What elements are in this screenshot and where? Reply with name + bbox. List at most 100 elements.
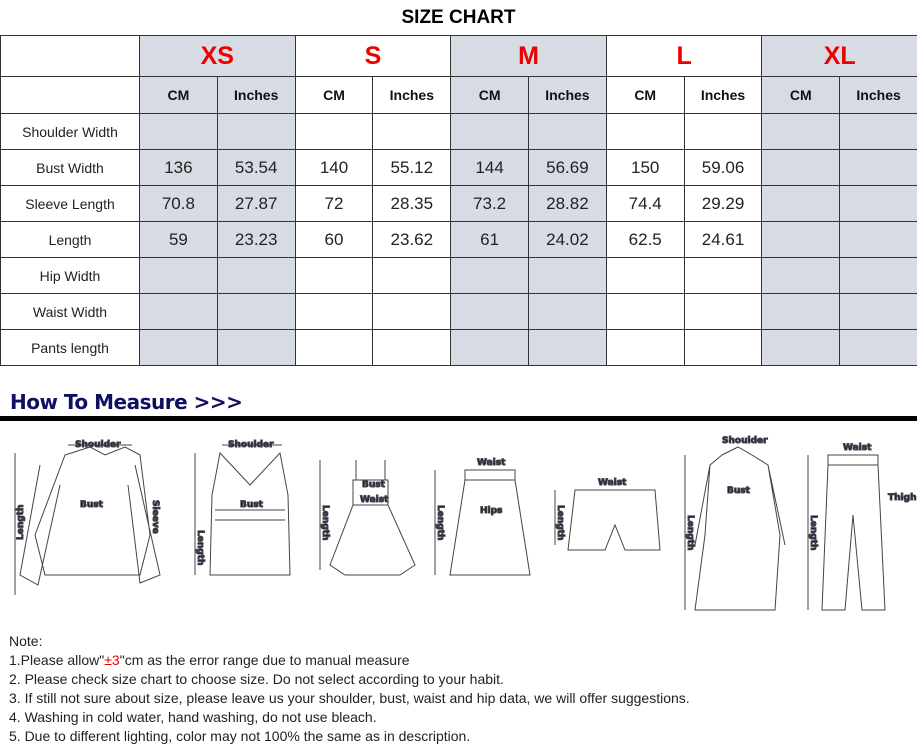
label-bust: Bust xyxy=(362,480,386,490)
value-cell xyxy=(761,149,841,186)
table-row: Bust Width 136 53.54 140 55.12 144 56.69 150 59.… xyxy=(0,149,917,186)
table-row: Shoulder Width xyxy=(0,113,917,150)
value-cell xyxy=(450,257,529,294)
dress-diagram: Bust Waist Length xyxy=(319,460,416,576)
table-row: Length 59 23.23 60 23.62 61 24.02 62.5 24.61 xyxy=(0,221,917,258)
value-cell: 24.02 xyxy=(528,221,607,258)
measurement-diagrams: Shoulder Bust Length Sleeve Shoulder Bus… xyxy=(14,436,917,611)
value-cell: 53.54 xyxy=(216,149,296,186)
value-cell xyxy=(839,113,917,150)
row-label: Bust Width xyxy=(0,149,140,186)
unit-header: CM xyxy=(294,76,374,114)
unit-header: Inches xyxy=(216,76,296,114)
row-label: Waist Width xyxy=(0,293,140,330)
table-row: Waist Width xyxy=(0,293,917,330)
divider xyxy=(0,416,917,421)
value-cell xyxy=(216,293,296,330)
value-cell xyxy=(450,293,529,330)
row-label: Length xyxy=(0,221,140,258)
value-cell xyxy=(839,257,917,294)
value-cell: 23.23 xyxy=(216,221,296,258)
unit-header: Inches xyxy=(528,76,607,114)
value-cell: 61 xyxy=(450,221,529,258)
value-cell xyxy=(839,185,917,222)
shorts-diagram: Waist Length xyxy=(554,478,661,551)
size-chart-title: SIZE CHART xyxy=(401,7,516,28)
note-2: 2. Please check size chart to choose siz… xyxy=(9,671,504,687)
value-cell: 27.87 xyxy=(216,185,296,222)
value-cell xyxy=(139,257,218,294)
value-cell: 73.2 xyxy=(450,185,529,222)
label-waist: Waist xyxy=(360,495,389,505)
label-length: Length xyxy=(555,505,565,540)
value-cell xyxy=(839,329,917,366)
value-cell xyxy=(294,113,374,150)
value-cell xyxy=(372,329,452,366)
value-cell xyxy=(528,257,607,294)
value-cell: 62.5 xyxy=(605,221,685,258)
corner-cell xyxy=(0,35,140,77)
value-cell xyxy=(528,113,607,150)
unit-header: Inches xyxy=(839,76,917,114)
size-header-xl: XL xyxy=(761,35,917,77)
label-length: Length xyxy=(808,515,818,550)
value-cell xyxy=(839,221,917,258)
value-cell: 56.69 xyxy=(528,149,607,186)
value-cell xyxy=(761,113,841,150)
label-shoulder: Shoulder xyxy=(75,440,121,450)
row-label: Shoulder Width xyxy=(0,113,140,150)
label-shoulder: Shoulder xyxy=(228,440,274,450)
note-1-text-end: "cm as the error range due to manual mea… xyxy=(119,652,410,668)
label-waist: Waist xyxy=(477,458,506,468)
unit-header: CM xyxy=(139,76,218,114)
label-waist: Waist xyxy=(843,443,872,453)
value-cell xyxy=(605,293,685,330)
size-header-l: L xyxy=(605,35,763,77)
value-cell xyxy=(139,113,218,150)
label-waist: Waist xyxy=(598,478,627,488)
value-cell: 70.8 xyxy=(139,185,218,222)
label-length: Length xyxy=(195,530,205,565)
row-label: Sleeve Length xyxy=(0,185,140,222)
value-cell xyxy=(528,329,607,366)
value-cell xyxy=(294,329,374,366)
how-to-measure-heading: How To Measure >>> xyxy=(10,390,243,414)
row-label: Hip Width xyxy=(0,257,140,294)
value-cell: 72 xyxy=(294,185,374,222)
label-bust: Bust xyxy=(727,486,751,496)
label-hips: Hips xyxy=(480,506,502,516)
notes: Note: 1.Please allow"±3"cm as the error … xyxy=(9,632,690,746)
value-cell xyxy=(372,293,452,330)
label-sleeve: Sleeve xyxy=(150,500,160,534)
value-cell xyxy=(372,113,452,150)
note-3: 3. If still not sure about size, please … xyxy=(9,690,690,706)
note-5: 5. Due to different lighting, color may … xyxy=(9,728,471,744)
value-cell xyxy=(761,293,841,330)
value-cell: 150 xyxy=(605,149,685,186)
value-cell xyxy=(683,293,763,330)
value-cell: 28.35 xyxy=(372,185,452,222)
label-length: Length xyxy=(16,505,26,540)
value-cell xyxy=(683,113,763,150)
value-cell xyxy=(294,257,374,294)
value-cell xyxy=(761,221,841,258)
value-cell: 55.12 xyxy=(372,149,452,186)
value-cell xyxy=(761,329,841,366)
label-bust: Bust xyxy=(80,500,104,510)
value-cell: 136 xyxy=(139,149,218,186)
row-label: Pants length xyxy=(0,329,140,366)
label-bust: Bust xyxy=(240,500,264,510)
size-header-xs: XS xyxy=(139,35,296,77)
blouse-diagram: Shoulder Bust Length Sleeve xyxy=(14,440,161,595)
unit-header: CM xyxy=(605,76,685,114)
label-length: Length xyxy=(685,515,695,550)
value-cell xyxy=(683,329,763,366)
value-cell xyxy=(605,113,685,150)
note-1-text: 1.Please allow" xyxy=(9,652,105,668)
value-cell xyxy=(683,257,763,294)
value-cell: 59 xyxy=(139,221,218,258)
tank-top-diagram: Shoulder Bust Length xyxy=(194,440,291,576)
value-cell xyxy=(139,329,218,366)
value-cell: 59.06 xyxy=(683,149,763,186)
note-1: 1.Please allow"±3"cm as the error range … xyxy=(9,651,690,670)
